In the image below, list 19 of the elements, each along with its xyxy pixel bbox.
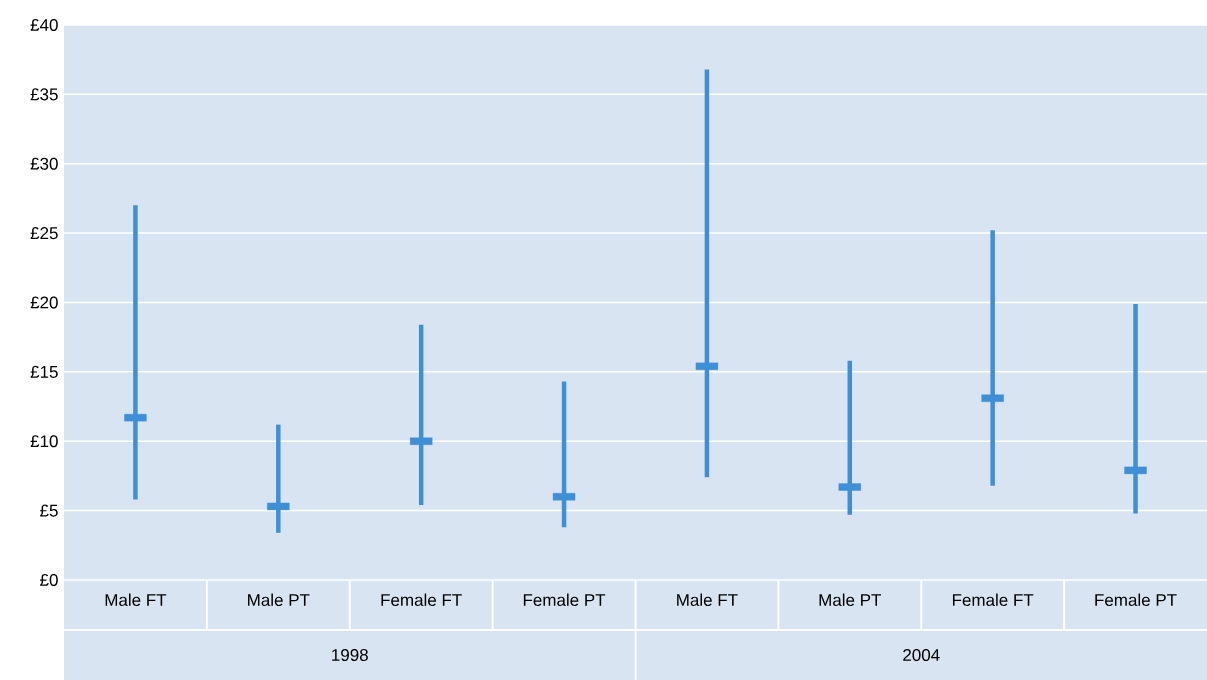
x-tick-label: Male FT [677,593,738,607]
text: 1998 [332,648,368,662]
y-tick-label: £40 [30,18,58,32]
y-tick-label: £20 [30,296,58,309]
y-tick-label: £5 [40,504,58,517]
y-tick-label: £35 [30,88,58,101]
y-tick-label: £25 [30,227,58,240]
x-tick-label: Female PT [1095,593,1177,607]
x-tick-label: Male FT [105,593,167,607]
x-tick-label: Female FT [952,593,1034,607]
y-tick-label: £10 [30,435,58,448]
text: 2004 [903,648,940,662]
x-tick-label: Female FT [381,593,462,607]
y-tick-label: £30 [30,157,58,170]
x-tick-label: Female PT [523,593,606,607]
x-tick-label: Male PT [819,593,882,607]
x-tick-label: Male PT [248,593,310,607]
y-tick-label: £15 [30,365,58,378]
y-tick-label: £0 [40,573,58,587]
